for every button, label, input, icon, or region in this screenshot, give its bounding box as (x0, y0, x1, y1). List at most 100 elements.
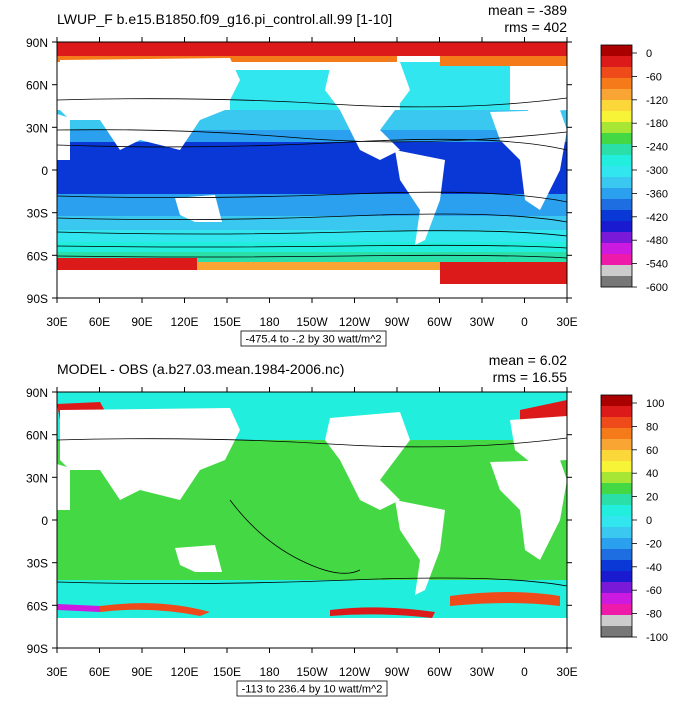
lon-label: 30E (556, 315, 577, 329)
lon-label: 120E (170, 665, 198, 679)
colorbar-swatch (601, 122, 632, 134)
colorbar-swatch (601, 67, 632, 79)
colorbar-label: 60 (646, 445, 658, 457)
lon-label: 90W (385, 665, 410, 679)
colorbar-label: -60 (646, 585, 662, 597)
colorbar-swatch (601, 406, 632, 418)
lon-label: 90E (131, 665, 152, 679)
map-bottom (57, 392, 567, 648)
colorbar-label: 20 (646, 492, 658, 504)
colorbar-label: -40 (646, 562, 662, 574)
colorbar-label: -360 (646, 188, 668, 200)
colorbar-swatch (601, 276, 632, 288)
colorbar-swatch (601, 593, 632, 605)
colorbar-swatch (601, 221, 632, 233)
lon-label: 30E (556, 665, 577, 679)
colorbar-label: -480 (646, 235, 668, 247)
lat-label: 0 (41, 164, 48, 178)
colorbar-swatch (601, 254, 632, 266)
lat-label: 30N (26, 471, 48, 485)
lon-label: 0 (521, 315, 528, 329)
colorbar-label: -600 (646, 282, 668, 294)
colorbar-swatch (601, 538, 632, 550)
colorbar-label: -300 (646, 165, 668, 177)
lat-label: 30S (27, 207, 48, 221)
range-note-top: -475.4 to -.2 by 30 watt/m^2 (245, 334, 381, 346)
colorbar-swatch (601, 395, 632, 407)
lon-axis-bottom: 30E 60E 90E 120E 150E 180 150W 120W 90W … (46, 387, 578, 679)
colorbar-swatch (601, 111, 632, 123)
colorbar-label: -80 (646, 609, 662, 621)
colorbar-swatch (601, 100, 632, 112)
lat-label: 60S (27, 249, 48, 263)
colorbar-label: -540 (646, 259, 668, 271)
lon-label: 90W (385, 315, 410, 329)
panel-top-title: LWUP_F b.e15.B1850.f09_g16.pi_control.al… (57, 11, 392, 27)
colorbar-swatch (601, 527, 632, 539)
lon-label: 120E (170, 315, 198, 329)
colorbar-swatch (601, 560, 632, 572)
colorbar-swatch (601, 549, 632, 561)
lon-label: 30E (46, 315, 67, 329)
lon-label: 150W (296, 315, 328, 329)
panel-top: LWUP_F b.e15.B1850.f09_g16.pi_control.al… (26, 2, 668, 347)
contours-top (57, 97, 567, 259)
colorbar-label: -120 (646, 95, 668, 107)
colorbar-swatch (601, 155, 632, 167)
lon-label: 0 (521, 665, 528, 679)
map-top (57, 42, 567, 298)
colorbar-label: 40 (646, 468, 658, 480)
colorbar-swatch (601, 243, 632, 255)
colorbar-swatch (601, 144, 632, 156)
lat-label: 30N (26, 121, 48, 135)
colorbar-swatch (601, 428, 632, 440)
lon-label: 90E (131, 315, 152, 329)
colorbar-swatch (601, 210, 632, 222)
colorbar-swatch (601, 615, 632, 627)
colorbar-label: -20 (646, 538, 662, 550)
lat-label: 90N (26, 36, 48, 50)
contours-bottom (57, 437, 567, 587)
colorbar-swatch (601, 232, 632, 244)
panel-bottom: MODEL - OBS (a.b27.03.mean.1984-2006.nc)… (26, 352, 668, 697)
colorbar-swatch (601, 133, 632, 145)
lon-label: 30W (470, 315, 495, 329)
colorbar-label: 0 (646, 48, 652, 60)
lon-label: 60E (89, 665, 110, 679)
lat-label: 60N (26, 429, 48, 443)
colorbar-swatch (601, 78, 632, 90)
lon-label: 60W (427, 665, 452, 679)
lon-label: 150E (213, 665, 241, 679)
colorbar-swatch (601, 265, 632, 277)
colorbar-swatch (601, 461, 632, 473)
colorbar-label: -240 (646, 142, 668, 154)
lon-label: 120W (339, 315, 371, 329)
colorbar-label: -420 (646, 212, 668, 224)
colorbar-label: -180 (646, 118, 668, 130)
lat-label: 90S (27, 642, 48, 656)
colorbar-top: 0 -60 -120 -180 -240 -300 -360 -420 -480 -540 -600 (600, 44, 668, 294)
panel-bottom-title: MODEL - OBS (a.b27.03.mean.1984-2006.nc) (57, 361, 344, 377)
colorbar-swatch (601, 166, 632, 178)
colorbar-swatch (601, 604, 632, 616)
panel-bottom-rms: rms = 16.55 (493, 369, 568, 385)
lon-label: 150W (296, 665, 328, 679)
colorbar-swatch (601, 472, 632, 484)
colorbar-swatch (601, 45, 632, 57)
lat-axis-bottom: 90N 60N 30N 0 30S 60S 90S (26, 386, 572, 656)
range-box-top (240, 330, 387, 347)
colorbar-swatch (601, 439, 632, 451)
lon-label: 60W (427, 315, 452, 329)
lat-label: 60N (26, 79, 48, 93)
lon-label: 150E (213, 315, 241, 329)
colorbar-bottom: 100 80 60 40 20 0 -20 -40 -60 -80 -100 (600, 394, 668, 644)
colorbar-swatch (601, 188, 632, 200)
colorbar-label: 0 (646, 515, 652, 527)
colorbar-swatch (601, 494, 632, 506)
colorbar-label: -60 (646, 71, 662, 83)
range-note-bottom: -113 to 236.4 by 10 watt/m^2 (242, 684, 383, 696)
lon-label: 180 (259, 665, 279, 679)
colorbar-frame (600, 44, 633, 288)
